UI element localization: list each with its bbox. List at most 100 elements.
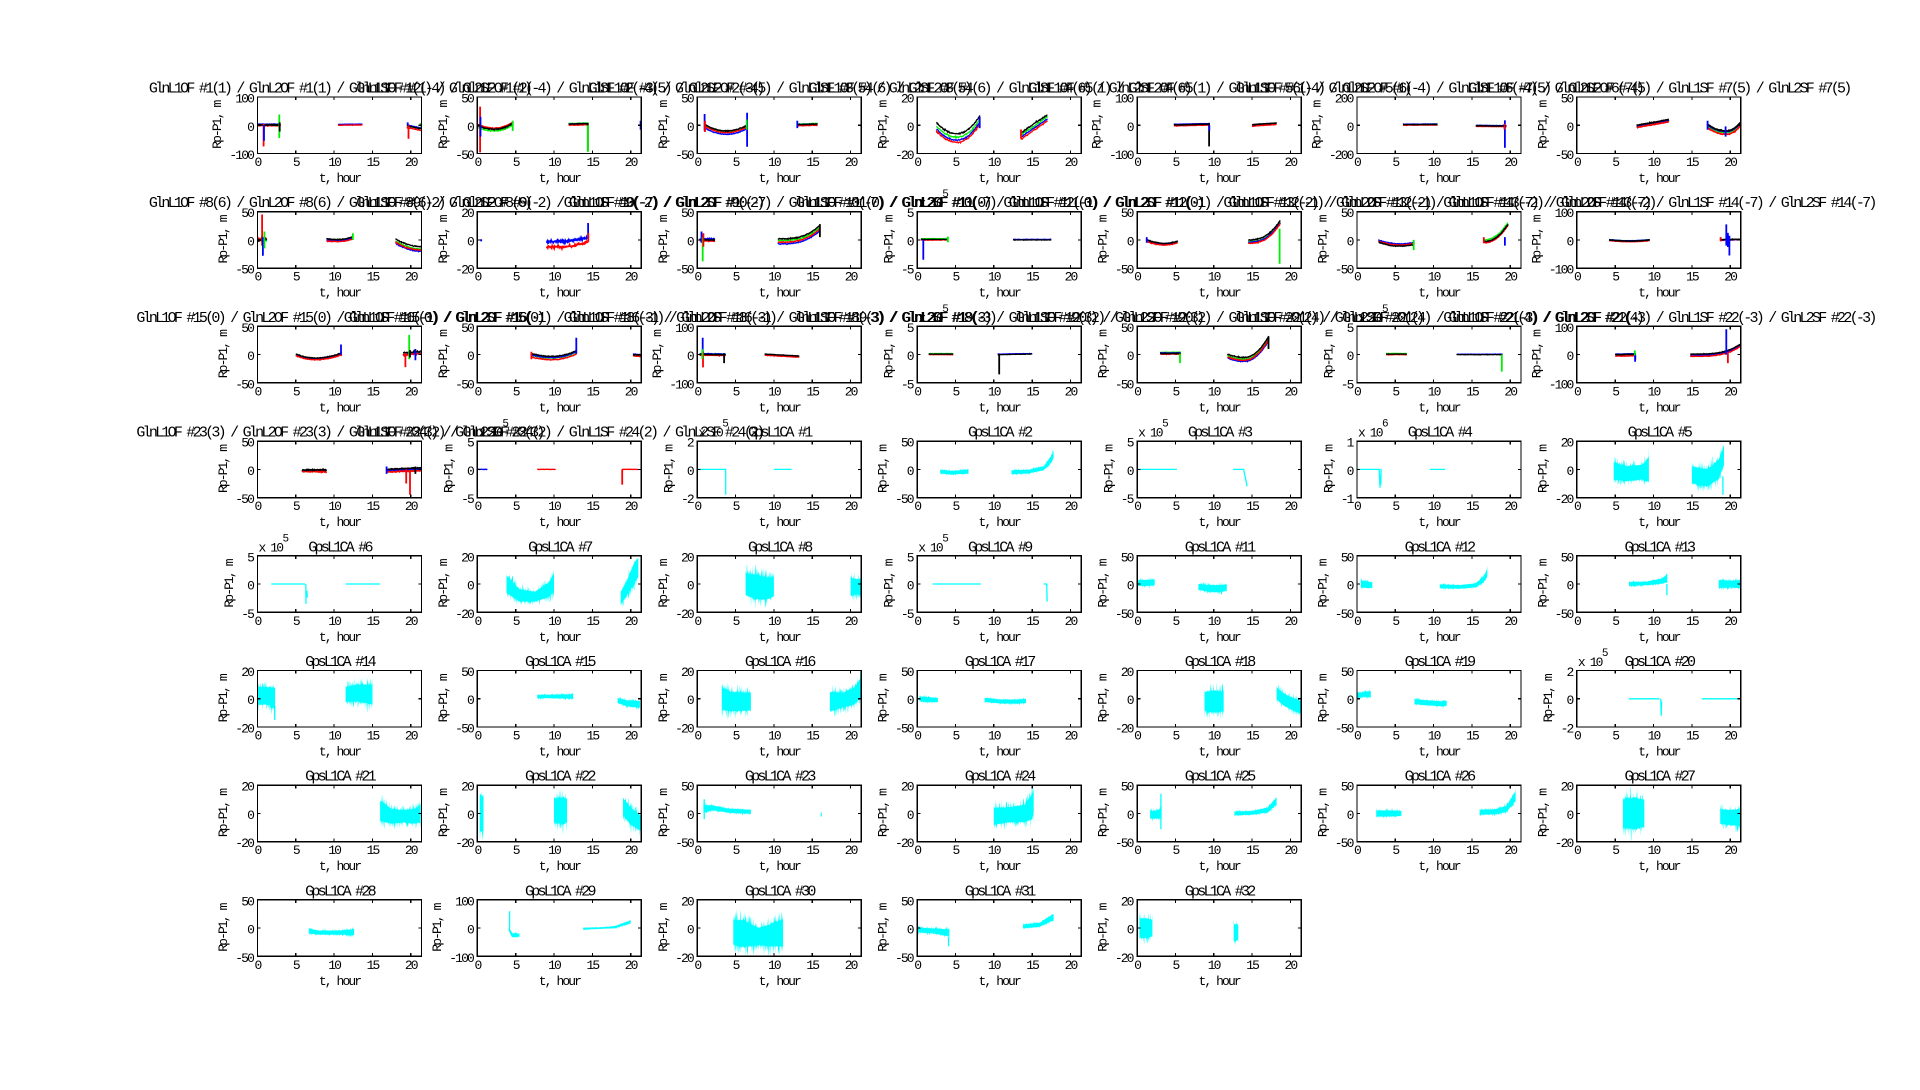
svg-text:Rp-P1, m: Rp-P1, m [876, 444, 891, 493]
svg-text:5: 5 [953, 843, 960, 858]
svg-text:Rp-P1, m: Rp-P1, m [1096, 558, 1111, 607]
svg-text:20: 20 [1724, 270, 1737, 285]
svg-text:5: 5 [293, 155, 300, 170]
svg-text:100: 100 [455, 894, 474, 909]
svg-text:0: 0 [1574, 843, 1581, 858]
svg-text:20: 20 [1561, 780, 1574, 795]
svg-text:5: 5 [293, 384, 300, 399]
svg-text:GlnL1OF #19(3) / GlnL2OF #19(3: GlnL1OF #19(3) / GlnL2OF #19(3) / GlnL1S… [796, 310, 1203, 327]
svg-text:10: 10 [988, 499, 1001, 514]
svg-text:Rp-P1, m: Rp-P1, m [1530, 329, 1545, 378]
svg-text:-5: -5 [241, 607, 254, 622]
svg-text:0: 0 [247, 579, 254, 594]
svg-text:GlnL1OF #22(-3) / GlnL2OF #22(: GlnL1OF #22(-3) / GlnL2OF #22(-3) / GlnL… [1443, 310, 1875, 327]
svg-text:0: 0 [694, 614, 701, 629]
svg-text:20: 20 [1065, 958, 1078, 973]
svg-text:20: 20 [845, 614, 858, 629]
svg-text:20: 20 [625, 499, 638, 514]
svg-text:15: 15 [1686, 499, 1699, 514]
svg-text:5: 5 [513, 958, 520, 973]
svg-text:Rp-P1, m: Rp-P1, m [436, 329, 451, 378]
svg-text:0: 0 [1134, 499, 1141, 514]
svg-text:x 10: x 10 [918, 196, 943, 211]
svg-text:Rp-P1, m: Rp-P1, m [1321, 329, 1336, 378]
svg-text:5: 5 [1612, 614, 1619, 629]
svg-text:-20: -20 [1115, 722, 1134, 737]
svg-text:10: 10 [328, 614, 341, 629]
svg-text:10: 10 [1648, 270, 1661, 285]
svg-text:10: 10 [988, 958, 1001, 973]
svg-text:10: 10 [1428, 729, 1441, 744]
svg-text:15: 15 [1246, 729, 1259, 744]
svg-text:20: 20 [1284, 155, 1297, 170]
svg-text:0: 0 [247, 120, 254, 135]
svg-text:Rp-P1, m: Rp-P1, m [436, 100, 451, 149]
svg-text:5: 5 [513, 614, 520, 629]
svg-text:20: 20 [1065, 614, 1078, 629]
svg-text:0: 0 [1574, 614, 1581, 629]
svg-text:0: 0 [1134, 729, 1141, 744]
svg-text:5: 5 [513, 499, 520, 514]
svg-text:5: 5 [1162, 419, 1168, 431]
svg-text:0: 0 [467, 234, 474, 249]
svg-text:10: 10 [988, 384, 1001, 399]
svg-text:-50: -50 [235, 951, 254, 966]
svg-text:5: 5 [953, 614, 960, 629]
svg-text:t, hour: t, hour [1198, 400, 1240, 415]
svg-text:20: 20 [461, 206, 474, 221]
svg-text:Rp-P1, m: Rp-P1, m [1316, 788, 1331, 837]
svg-text:t, hour: t, hour [319, 515, 361, 530]
svg-text:10: 10 [548, 270, 561, 285]
svg-text:t, hour: t, hour [1638, 400, 1680, 415]
svg-text:20: 20 [681, 894, 694, 909]
svg-text:-20: -20 [895, 836, 914, 851]
svg-text:20: 20 [241, 665, 254, 680]
svg-text:x 10: x 10 [478, 426, 503, 441]
svg-text:0: 0 [1566, 464, 1573, 479]
svg-text:5: 5 [953, 499, 960, 514]
svg-text:0: 0 [467, 923, 474, 938]
svg-text:Rp-P1, m: Rp-P1, m [436, 214, 451, 263]
svg-text:10: 10 [1428, 155, 1441, 170]
svg-text:20: 20 [1504, 155, 1517, 170]
svg-text:-50: -50 [1115, 607, 1134, 622]
svg-text:15: 15 [367, 729, 380, 744]
svg-text:15: 15 [1686, 614, 1699, 629]
svg-text:10: 10 [328, 843, 341, 858]
svg-text:0: 0 [687, 120, 694, 135]
svg-text:20: 20 [1284, 729, 1297, 744]
svg-text:0: 0 [247, 464, 254, 479]
svg-text:15: 15 [1466, 614, 1479, 629]
svg-text:20: 20 [845, 499, 858, 514]
svg-text:5: 5 [293, 499, 300, 514]
svg-text:0: 0 [1354, 499, 1361, 514]
svg-text:GpsL1CA #15: GpsL1CA #15 [525, 654, 597, 671]
svg-text:20: 20 [625, 155, 638, 170]
svg-text:0: 0 [1574, 499, 1581, 514]
svg-text:15: 15 [367, 384, 380, 399]
svg-text:15: 15 [1686, 155, 1699, 170]
svg-text:Rp-P1, m: Rp-P1, m [1316, 558, 1331, 607]
svg-text:20: 20 [1065, 155, 1078, 170]
svg-text:15: 15 [367, 958, 380, 973]
svg-text:10: 10 [988, 729, 1001, 744]
svg-text:20: 20 [1284, 614, 1297, 629]
svg-text:5: 5 [1612, 499, 1619, 514]
svg-text:15: 15 [586, 958, 599, 973]
svg-text:0: 0 [1354, 614, 1361, 629]
svg-text:10: 10 [328, 958, 341, 973]
svg-text:10: 10 [1648, 384, 1661, 399]
svg-text:15: 15 [1026, 958, 1039, 973]
svg-text:0: 0 [694, 843, 701, 858]
svg-text:0: 0 [1134, 843, 1141, 858]
svg-text:0: 0 [914, 499, 921, 514]
svg-text:5: 5 [1392, 499, 1399, 514]
svg-text:15: 15 [1246, 155, 1259, 170]
svg-text:10: 10 [988, 843, 1001, 858]
svg-text:0: 0 [1347, 120, 1354, 135]
svg-text:Rp-P1, m: Rp-P1, m [436, 673, 451, 722]
svg-text:5: 5 [1612, 843, 1619, 858]
svg-text:x 10: x 10 [918, 311, 943, 326]
svg-text:Rp-P1, m: Rp-P1, m [876, 788, 891, 837]
svg-text:0: 0 [687, 464, 694, 479]
